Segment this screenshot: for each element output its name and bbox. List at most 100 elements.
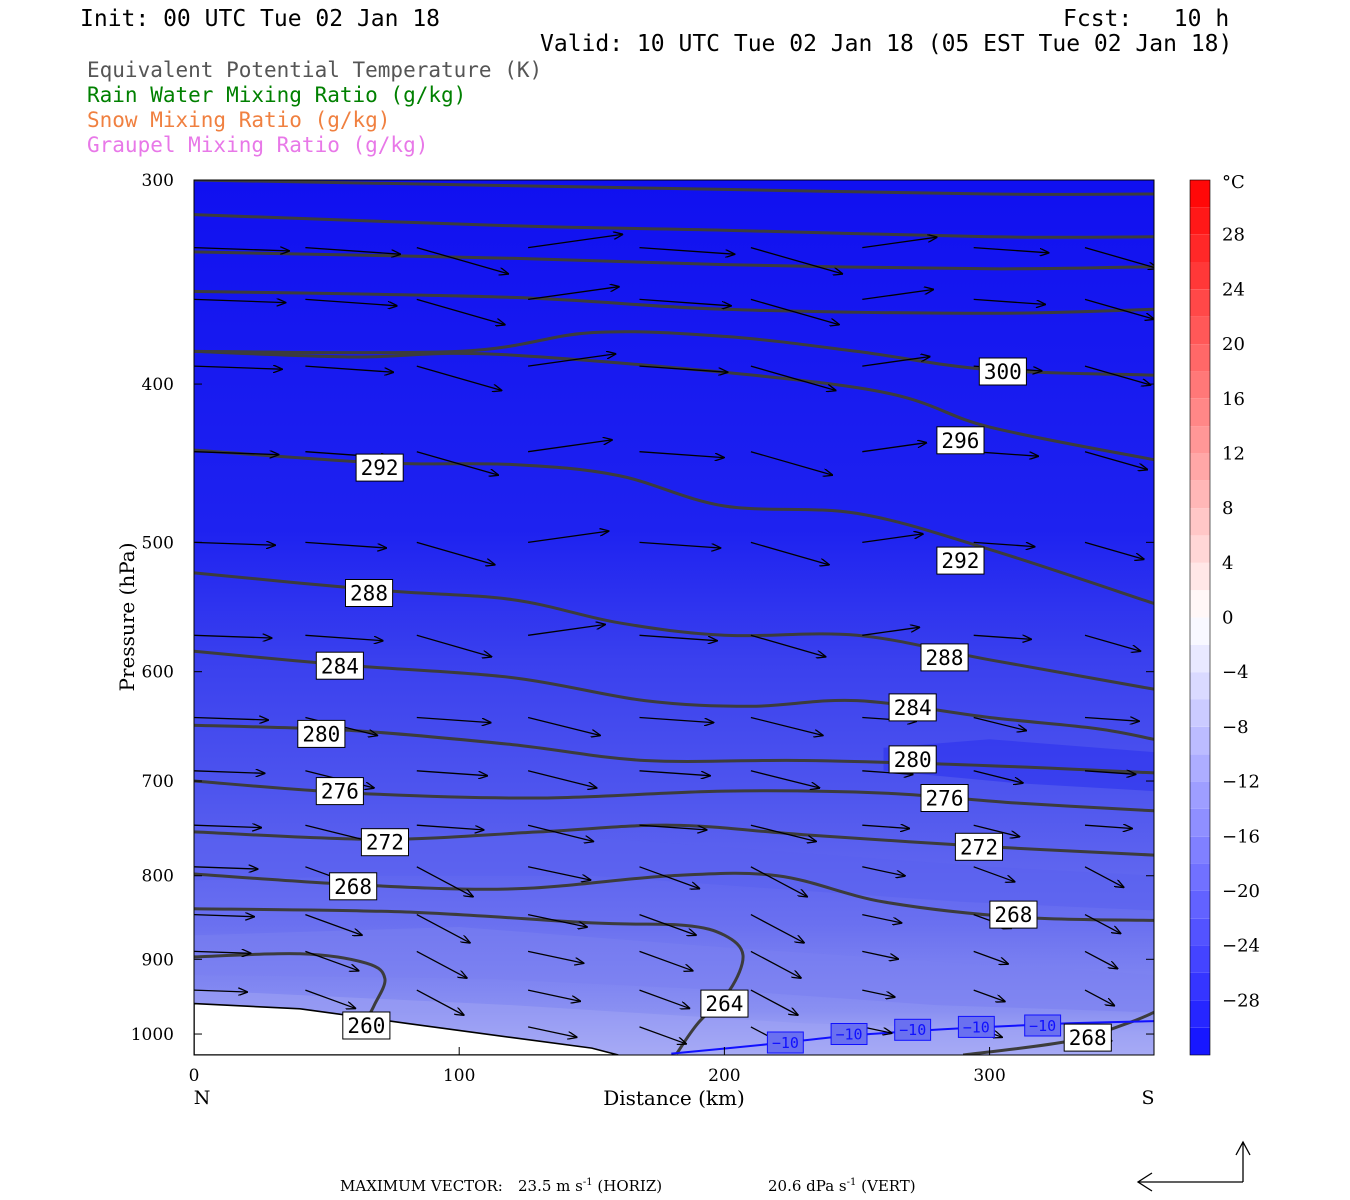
temperature-label-box — [766, 1031, 804, 1054]
wind-vector — [750, 824, 816, 841]
wind-vector — [639, 770, 710, 776]
temperature-label: −10 — [772, 1034, 799, 1052]
legend-graupel: Graupel Mixing Ratio (g/kg) — [87, 133, 429, 157]
colorbar-band — [1190, 398, 1210, 427]
wind-vector — [973, 770, 1023, 783]
colorbar-band — [1190, 426, 1210, 454]
theta-e-label: 292 — [941, 549, 979, 573]
wind-vector — [416, 634, 492, 656]
vector-scale-legend-icon — [1136, 1140, 1251, 1192]
wind-vector — [1084, 989, 1114, 1006]
colorbar-band — [1190, 781, 1210, 809]
wind-vector — [1084, 365, 1150, 385]
wind-vector — [528, 234, 622, 249]
theta-e-label: 276 — [321, 780, 359, 804]
theta-e-contour — [194, 180, 1154, 196]
colorbar-tick-label: −8 — [1222, 717, 1249, 738]
colorbar-tick-label: −4 — [1222, 662, 1249, 683]
legend-rain: Rain Water Mixing Ratio (g/kg) — [87, 83, 467, 107]
theta-e-label: 260 — [347, 1014, 385, 1038]
horiz-exponent: -1 — [582, 1177, 593, 1188]
wind-vector — [1084, 541, 1144, 559]
wind-vector — [862, 989, 894, 997]
horiz-unit: (HORIZ) — [597, 1177, 663, 1195]
vert-exponent: -1 — [846, 1177, 857, 1188]
wind-vector — [416, 365, 502, 390]
theta-e-label: 296 — [941, 429, 979, 453]
y-tick-label: 500 — [142, 533, 174, 553]
init-time: Init: 00 UTC Tue 02 Jan 18 — [80, 6, 441, 32]
colorbar-band — [1190, 508, 1210, 536]
wind-vector — [527, 1026, 577, 1037]
temperature-label-box — [1024, 1014, 1062, 1037]
theta-e-label-box — [360, 828, 409, 857]
theta-e-label-box — [978, 357, 1027, 386]
wind-vector — [973, 989, 1005, 1001]
colorbar-band — [1190, 207, 1210, 235]
y-axis-label: Pressure (hPa) — [115, 543, 139, 692]
colorbar-band — [1190, 180, 1210, 208]
wind-vector — [416, 770, 487, 776]
theta-e-contour — [194, 952, 387, 1021]
wind-vector — [528, 625, 605, 636]
wind-vector — [750, 716, 823, 736]
wind-vector — [305, 298, 396, 305]
y-tick-label: 1000 — [131, 1025, 174, 1045]
wind-vector — [862, 950, 898, 959]
wind-vector — [305, 634, 382, 640]
theta-e-label-box — [954, 832, 1004, 861]
y-tick-label: 300 — [142, 171, 174, 191]
colorbar-band — [1190, 754, 1210, 782]
wind-vector — [194, 867, 258, 869]
y-tick-label: 600 — [142, 663, 174, 683]
colorbar-band — [1190, 945, 1210, 973]
forecast-hour: Fcst: 10 h — [1063, 6, 1230, 32]
wind-vector — [750, 634, 826, 656]
colorbar-band — [1190, 1000, 1210, 1028]
max-vector-vert: 20.6 dPa s-1 (VERT) — [768, 1177, 916, 1195]
wind-vector — [1084, 298, 1154, 319]
theta-e-label-box — [700, 989, 749, 1018]
wind-vector — [528, 440, 612, 453]
wind-vector — [639, 365, 728, 372]
wind-vector — [305, 365, 393, 372]
temperature-label-box — [894, 1018, 932, 1041]
wind-vector — [416, 541, 495, 564]
theta-e-label: 276 — [926, 787, 964, 811]
wind-vector — [862, 771, 912, 775]
theta-e-contour — [194, 213, 1154, 239]
colorbar-tick-label: −16 — [1222, 826, 1260, 847]
wind-vector — [862, 290, 933, 301]
wind-vector — [639, 634, 717, 640]
plot-frame — [193, 179, 1155, 1056]
horiz-value: 23.5 m s — [518, 1177, 583, 1195]
colorbar-tick-label: 24 — [1222, 279, 1245, 300]
y-tick-label: 800 — [142, 867, 174, 887]
colorbar-tick-label: −24 — [1222, 936, 1260, 957]
y-tick-label: 700 — [142, 772, 174, 792]
wind-vector — [527, 770, 596, 788]
temperature-label: −10 — [1029, 1017, 1056, 1035]
temperature-label: −10 — [835, 1025, 862, 1043]
theta-e-label: 272 — [960, 835, 998, 859]
wind-vector — [750, 914, 804, 943]
wind-vector — [639, 541, 721, 548]
wind-vector — [194, 718, 268, 721]
temperature-label: −10 — [899, 1021, 926, 1039]
wind-vector — [527, 716, 600, 736]
wind-vector — [639, 451, 724, 458]
theta-e-label-box — [345, 579, 394, 607]
wind-vector — [527, 989, 580, 1001]
wind-vector — [194, 542, 275, 545]
wind-vector — [973, 634, 1031, 639]
colorbar-tick-label: 28 — [1222, 225, 1245, 246]
wind-vector — [973, 950, 1008, 964]
colorbar-tick-label: 4 — [1222, 553, 1233, 574]
wind-vector — [1084, 771, 1135, 775]
theta-e-label: 284 — [894, 696, 932, 720]
wind-vector — [527, 824, 593, 841]
wind-vector — [194, 825, 261, 827]
wind-vector — [639, 298, 731, 305]
theta-e-contour — [194, 250, 1154, 271]
wind-vector — [528, 287, 619, 301]
